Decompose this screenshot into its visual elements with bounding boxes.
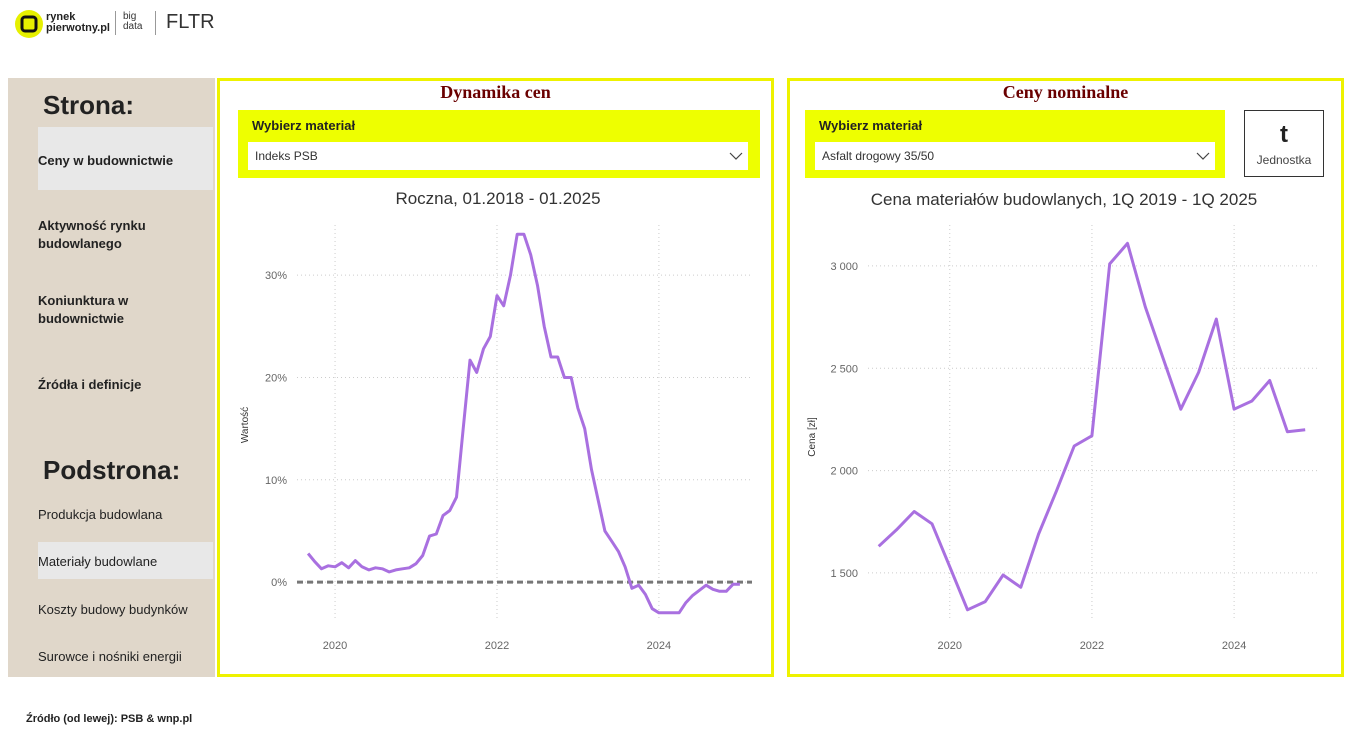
y-tick-label: 20% [265, 372, 287, 384]
x-tick-label: 2024 [1222, 640, 1246, 652]
line-series [306, 232, 740, 615]
x-tick-label: 2024 [647, 640, 671, 652]
footer: Źródło (od lewej): PSB & wnp.pl [26, 713, 193, 725]
slicer-label: Wybierz materiał [819, 118, 923, 133]
slicer-label: Wybierz materiał [252, 118, 356, 133]
nav-item[interactable]: Aktywność rynku budowlanego [38, 218, 146, 251]
y-tick-label: 10% [265, 475, 287, 487]
logo-sub-line: data [123, 21, 143, 32]
chevron [1196, 152, 1210, 160]
sidebar-heading: Strona: [43, 90, 134, 120]
subnav-item[interactable]: Surowce i nośniki energii [38, 649, 182, 664]
dropdown[interactable]: Indeks PSB [248, 142, 748, 170]
chart-title: Roczna, 01.2018 - 01.2025 [395, 189, 600, 208]
y-tick-label: 2 000 [830, 466, 858, 478]
nav-item[interactable]: Źródła i definicje [38, 377, 142, 392]
line-series [877, 241, 1306, 612]
subnav-item[interactable]: Materiały budowlane [38, 554, 158, 569]
nav-item[interactable]: Ceny w budownictwie [38, 153, 174, 168]
logo-sub: big data [123, 12, 142, 32]
y-tick-label: 2 500 [830, 363, 858, 375]
logo-icon [15, 10, 43, 38]
chart-title: Cena materiałów budowlanych, 1Q 2019 - 1… [871, 190, 1258, 209]
y-axis-label: Wartość [240, 407, 251, 443]
y-tick-label: 0% [271, 577, 287, 589]
chevron [729, 152, 743, 160]
dropdown[interactable]: Asfalt drogowy 35/50 [815, 142, 1215, 170]
logo-line: rynek [46, 11, 76, 23]
tag: FLTR [166, 11, 215, 33]
y-tick-label: 3 000 [830, 261, 858, 273]
subnav-item[interactable]: Koszty budowy budynków [38, 602, 188, 617]
x-tick-label: 2020 [323, 640, 347, 652]
y-tick-label: 30% [265, 270, 287, 282]
sidebar-subheading: Podstrona: [43, 455, 181, 485]
y-tick-label: 1 500 [830, 568, 858, 580]
logo-sub-line: big [123, 11, 137, 22]
x-tick-label: 2022 [485, 640, 509, 652]
panel-title: Dynamika cen [440, 82, 551, 102]
logo-line: pierwotny.pl [46, 22, 110, 34]
unit-value: t [1280, 121, 1288, 148]
logo-text: rynek pierwotny.pl [46, 12, 110, 34]
x-tick-label: 2022 [1080, 640, 1104, 652]
panel-title: Ceny nominalne [1002, 82, 1129, 102]
subnav-item[interactable]: Produkcja budowlana [38, 507, 163, 522]
nav-item[interactable]: Koniunktura w budownictwie [38, 293, 129, 326]
unit-label: Jednostka [1256, 153, 1312, 167]
y-axis-label: Cena [zł] [807, 417, 818, 457]
x-tick-label: 2020 [938, 640, 962, 652]
unit-card: t Jednostka [1244, 110, 1324, 177]
